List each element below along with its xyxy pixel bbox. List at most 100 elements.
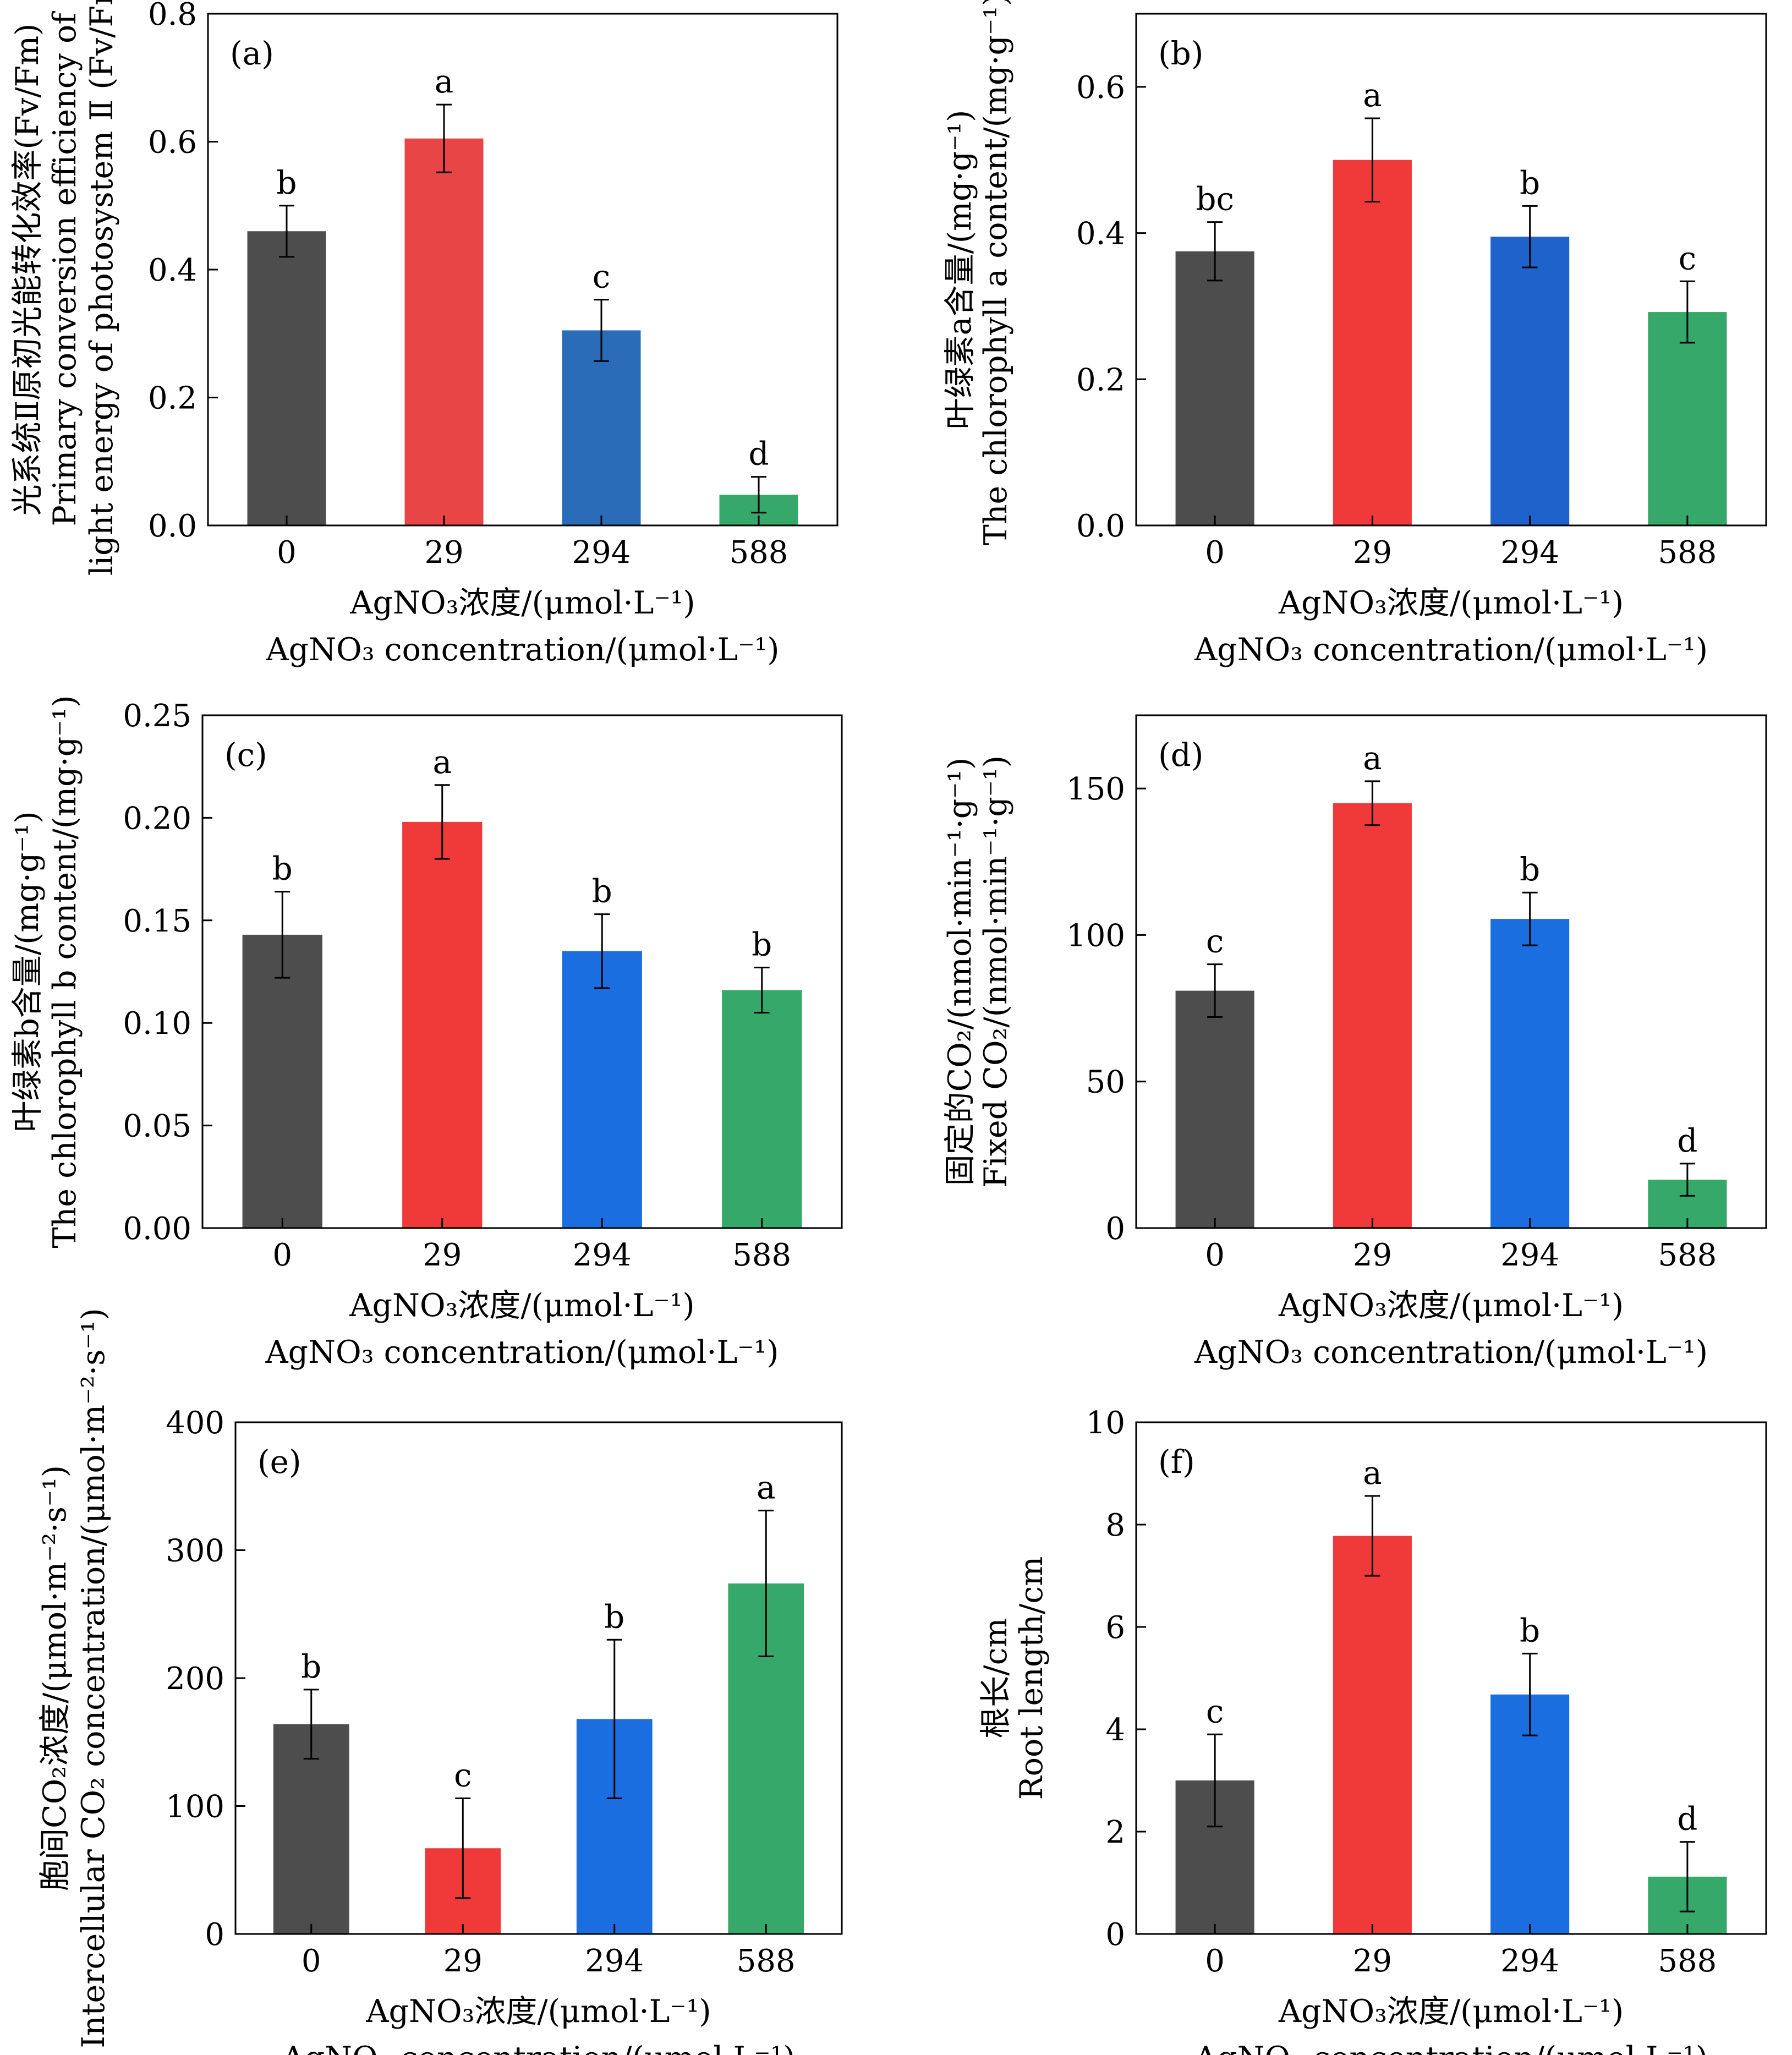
significance-letter: bc (1196, 180, 1234, 218)
x-tick-label: 294 (585, 1943, 644, 1979)
bar-0 (242, 934, 322, 1228)
panel-label: (e) (257, 1443, 302, 1481)
error-bar-294 (1522, 205, 1538, 268)
y-axis-title: 胞间CO₂浓度/(μmol·m⁻²·s⁻¹) (37, 1465, 73, 1891)
error-bar-588 (1679, 280, 1695, 344)
x-axis-title: AgNO₃ concentration/(μmol·L⁻¹) (265, 632, 779, 668)
y-tick-label: 2 (1105, 1815, 1125, 1850)
significance-letter: c (454, 1757, 472, 1794)
bar-588 (1648, 312, 1727, 525)
error-bar-29 (455, 1798, 471, 1899)
panel-f: c 0 a 29 b 294 d 588 0 2 4 6 8 10 (f) AgNO₃浓度/(μmol·L⁻¹… (978, 1405, 1767, 2055)
panel-e: b 0 c 29 b 294 a 588 0 100 200 300 400 (e) AgNO₃浓度/(μm… (37, 1308, 843, 2055)
x-tick-label: 29 (1353, 535, 1392, 571)
y-tick-label: 0.2 (1076, 362, 1125, 398)
y-axis-title: 固定的CO₂/(nmol·min⁻¹·g⁻¹) (942, 758, 978, 1186)
bar-29 (1333, 1536, 1412, 1934)
bar-588 (722, 990, 802, 1228)
y-axis-title: The chlorophyll b content/(mg·g⁻¹) (47, 695, 83, 1248)
panel-a: b 0 a 29 c 294 d 588 0.0 0.2 0.4 0.6 0.8 (a) AgNO₃浓度/(… (9, 0, 839, 668)
y-tick-label: 0 (1105, 1917, 1125, 1953)
plot-frame (1135, 1421, 1767, 1935)
y-tick-label: 0.8 (148, 0, 197, 32)
significance-letter: b (592, 873, 612, 910)
error-bar-294 (594, 299, 609, 362)
error-bar-29 (1364, 117, 1380, 202)
x-tick-label: 29 (1353, 1237, 1392, 1273)
error-bar-294 (606, 1638, 622, 1800)
x-tick-label: 0 (1205, 535, 1225, 571)
panel-label: (f) (1158, 1443, 1195, 1481)
y-axis-title: The chlorophyll a content/(mg·g⁻¹) (978, 0, 1014, 545)
x-axis-title: AgNO₃浓度/(μmol·L⁻¹) (349, 1287, 694, 1324)
y-tick-label: 200 (166, 1661, 224, 1697)
panel-b: bc 0 a 29 b 294 c 588 0.0 0.2 0.4 0.6 (b) AgNO₃浓度/(μm… (942, 0, 1767, 668)
y-tick-label: 0.00 (123, 1211, 191, 1247)
y-tick-label: 100 (1066, 918, 1125, 953)
bar-294 (1490, 237, 1570, 525)
significance-letter: c (1206, 1692, 1224, 1730)
error-bar-0 (279, 205, 294, 258)
y-axis-title: 根长/cm (978, 1618, 1014, 1738)
y-tick-label: 4 (1105, 1712, 1125, 1748)
x-axis-title: AgNO₃ concentration/(μmol·L⁻¹) (1194, 1334, 1708, 1371)
significance-letter: b (1520, 164, 1540, 201)
y-tick-label: 0 (1105, 1211, 1125, 1247)
bar-0 (247, 231, 326, 525)
y-tick-label: 300 (166, 1533, 224, 1569)
significance-letter: a (1363, 739, 1382, 777)
y-tick-label: 0.10 (123, 1006, 191, 1042)
y-tick-label: 50 (1086, 1065, 1125, 1100)
y-tick-label: 400 (166, 1405, 224, 1441)
y-tick-label: 0.15 (123, 903, 191, 939)
x-tick-label: 29 (1353, 1943, 1392, 1979)
x-tick-label: 588 (1658, 1237, 1717, 1273)
y-axis-title: Intercellular CO₂ concentration/(μmol·m⁻… (75, 1308, 112, 2048)
y-tick-label: 0.6 (148, 125, 197, 161)
bar-0 (1175, 251, 1254, 525)
significance-letter: a (1363, 76, 1382, 114)
panel-label: (b) (1158, 35, 1203, 72)
panel-label: (d) (1158, 736, 1203, 774)
x-axis-title: AgNO₃ concentration/(μmol·L⁻¹) (265, 1334, 779, 1371)
x-tick-label: 294 (1500, 1237, 1559, 1273)
y-tick-label: 0.25 (123, 698, 191, 734)
significance-letter: b (1520, 1612, 1540, 1649)
y-axis-title: 叶绿素b含量/(mg·g⁻¹) (9, 811, 46, 1132)
error-bar-29 (1364, 1495, 1380, 1577)
error-bar-29 (1364, 780, 1380, 826)
significance-letter: c (1206, 923, 1224, 960)
x-tick-label: 29 (424, 535, 463, 571)
plot-frame (207, 13, 839, 527)
panel-label: (a) (230, 35, 274, 72)
bar-294 (562, 951, 642, 1228)
y-tick-label: 0 (205, 1917, 224, 1953)
significance-letter: c (593, 258, 610, 295)
significance-letter: c (1679, 239, 1696, 277)
significance-letter: a (757, 1468, 776, 1506)
x-tick-label: 588 (1658, 535, 1717, 571)
y-tick-label: 0.6 (1076, 70, 1125, 106)
y-tick-label: 150 (1066, 771, 1125, 807)
x-tick-label: 0 (277, 535, 297, 571)
error-bar-588 (1679, 1163, 1695, 1197)
plot-frame (201, 714, 843, 1229)
error-bar-294 (594, 913, 610, 989)
error-bar-0 (275, 891, 291, 979)
y-axis-title: Root length/cm (1013, 1557, 1050, 1800)
significance-letter: a (435, 63, 454, 100)
x-axis-title: AgNO₃浓度/(μmol·L⁻¹) (1278, 1993, 1624, 2030)
error-bar-588 (758, 1509, 774, 1657)
y-axis-title: Fixed CO₂/(nmol·min⁻¹·g⁻¹) (978, 755, 1014, 1188)
x-axis-title: AgNO₃ concentration/(μmol·L⁻¹) (281, 2040, 795, 2055)
y-tick-label: 6 (1105, 1610, 1125, 1646)
significance-letter: b (272, 850, 293, 887)
error-bar-588 (754, 967, 770, 1014)
x-axis-title: AgNO₃浓度/(μmol·L⁻¹) (1278, 585, 1624, 621)
x-axis-title: AgNO₃浓度/(μmol·L⁻¹) (365, 1993, 711, 2030)
x-tick-label: 294 (1500, 1943, 1559, 1979)
error-bar-294 (1522, 1652, 1538, 1736)
bar-29 (1333, 160, 1412, 525)
bar-29 (404, 138, 484, 525)
y-tick-label: 10 (1086, 1405, 1125, 1441)
